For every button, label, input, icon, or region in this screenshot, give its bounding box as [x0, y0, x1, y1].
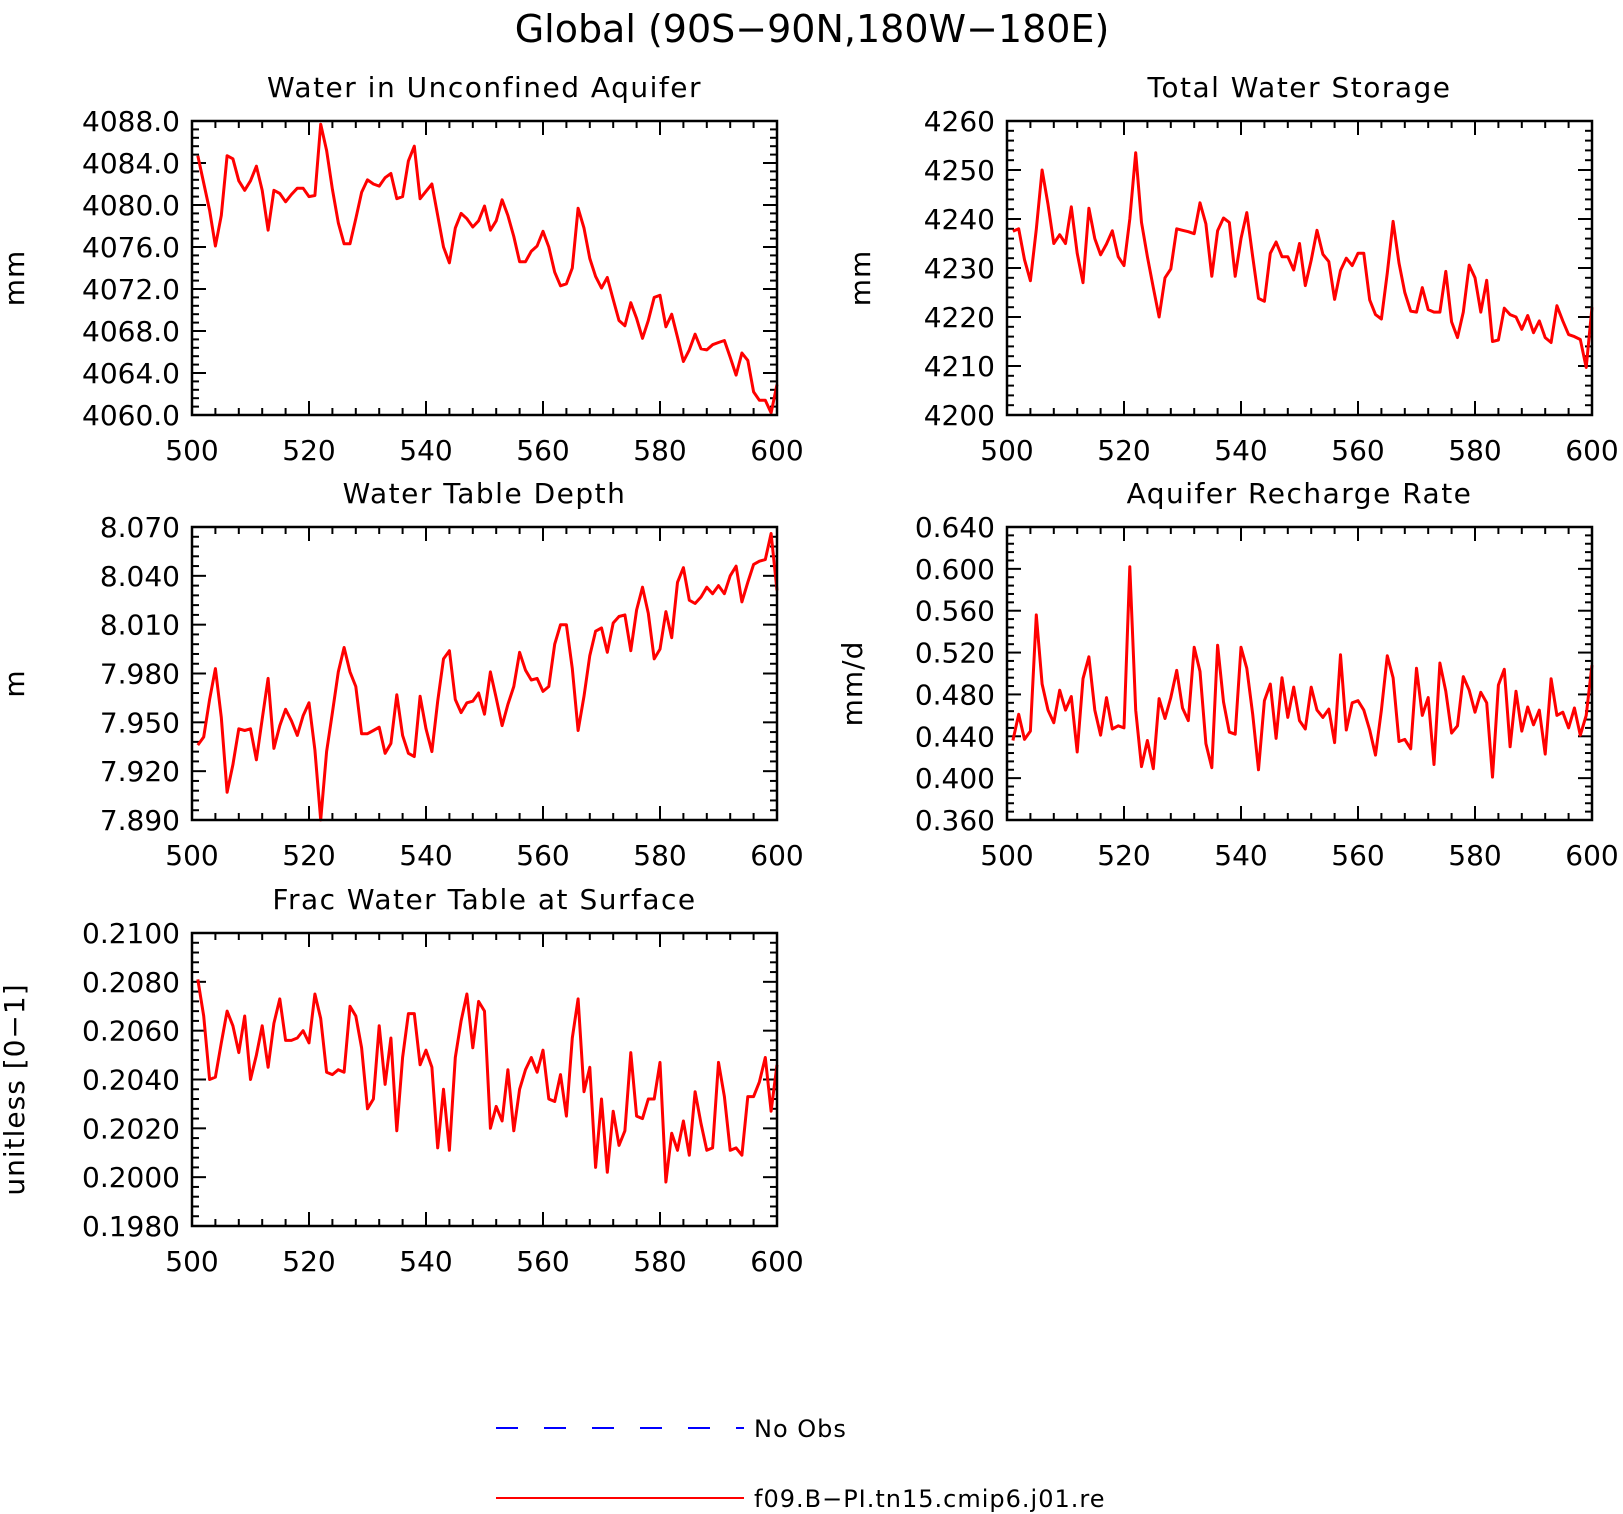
y-tick-label: 0.2040	[82, 1064, 180, 1097]
y-tick-label: 0.2000	[82, 1161, 180, 1194]
y-tick-label: 4068.0	[82, 315, 180, 348]
legend-label-model: f09.B−PI.tn15.cmip6.j01.re	[754, 1485, 1105, 1513]
x-tick-label: 500	[980, 839, 1033, 872]
x-tick-label: 560	[516, 1245, 569, 1278]
y-tick-label: 4088.0	[82, 105, 180, 138]
plot-frame	[190, 931, 779, 1228]
chart-panel-total-water-storage: Total Water Storage mm 500 520 540 560 580 600 4…	[844, 71, 1619, 467]
series-line-aquifer-recharge-rate	[1011, 565, 1594, 779]
y-tick-label: 4072.0	[82, 273, 180, 306]
x-tick-label: 540	[1214, 839, 1267, 872]
x-tick-label: 600	[1565, 434, 1618, 467]
y-tick-label: 4220	[924, 301, 995, 334]
x-tick-label: 560	[516, 434, 569, 467]
chart-panel-frac-water-table: Frac Water Table at Surface unitless [0−1…	[0, 883, 804, 1278]
chart-panel-aquifer-water: Water in Unconfined Aquifer mm 500 520 540 56…	[0, 71, 804, 467]
y-tick-label: 7.920	[100, 755, 180, 788]
y-tick-label: 7.950	[100, 706, 180, 739]
panel-title: Aquifer Recharge Rate	[1127, 477, 1473, 510]
x-tick-label: 500	[165, 1245, 218, 1278]
x-tick-label: 580	[633, 839, 686, 872]
y-tick-label: 0.2080	[82, 966, 180, 999]
y-tick-label: 4080.0	[82, 189, 180, 222]
panel-title: Total Water Storage	[1146, 71, 1451, 104]
y-tick-label: 4200	[924, 399, 995, 432]
x-tick-label: 600	[750, 1245, 803, 1278]
series-line-total-water-storage	[1012, 151, 1594, 369]
series-line-water-in-unconfined-aquifer	[196, 122, 779, 415]
x-tick-label: 600	[750, 839, 803, 872]
chart-panel-aquifer-recharge-rate: Aquifer Recharge Rate mm/d 500 520 540 560 580…	[836, 477, 1619, 872]
x-tick-label: 500	[980, 434, 1033, 467]
y-tick-label: 0.1980	[82, 1210, 180, 1243]
y-tick-label: 4084.0	[82, 147, 180, 180]
x-tick-label: 580	[633, 1245, 686, 1278]
y-axis-label: m	[0, 669, 31, 697]
panel-title: Frac Water Table at Surface	[272, 883, 696, 916]
x-tick-label: 540	[399, 434, 452, 467]
y-tick-label: 4060.0	[82, 399, 180, 432]
x-tick-label: 520	[282, 1245, 335, 1278]
x-tick-label: 580	[1448, 434, 1501, 467]
y-tick-label: 4250	[924, 154, 995, 187]
x-tick-label: 500	[165, 434, 218, 467]
x-tick-label: 520	[282, 434, 335, 467]
y-tick-label: 4240	[924, 203, 995, 236]
y-tick-label: 0.2100	[82, 917, 180, 950]
y-tick-label: 8.040	[100, 560, 180, 593]
y-tick-label: 0.640	[915, 511, 995, 544]
y-tick-label: 0.560	[915, 595, 995, 628]
x-tick-label: 560	[516, 839, 569, 872]
legend: No Obs f09.B−PI.tn15.cmip6.j01.re	[496, 1415, 1105, 1513]
y-tick-label: 0.2060	[82, 1015, 180, 1048]
x-tick-label: 580	[1448, 839, 1501, 872]
y-axis-label: mm/d	[836, 641, 869, 727]
y-tick-label: 0.480	[915, 678, 995, 711]
y-tick-label: 7.890	[100, 804, 180, 837]
x-tick-label: 520	[1097, 434, 1150, 467]
y-tick-label: 8.010	[100, 609, 180, 642]
y-axis-label: unitless [0−1]	[0, 983, 31, 1195]
y-tick-label: 4076.0	[82, 231, 180, 264]
y-tick-label: 4260	[924, 105, 995, 138]
series-line-water-table-depth	[196, 532, 779, 822]
x-tick-label: 560	[1331, 839, 1384, 872]
panel-title: Water in Unconfined Aquifer	[267, 71, 702, 104]
x-tick-label: 520	[282, 839, 335, 872]
plot-frame	[190, 119, 779, 417]
y-tick-label: 0.440	[915, 720, 995, 753]
y-tick-label: 4230	[924, 252, 995, 285]
chart-panel-water-table-depth: Water Table Depth m 500 520 540 560 580 600 7.89…	[0, 477, 804, 872]
y-tick-label: 0.520	[915, 637, 995, 670]
x-tick-label: 500	[165, 839, 218, 872]
x-tick-label: 600	[1565, 839, 1618, 872]
series-line-frac-water-table-at-surface	[196, 979, 779, 1184]
y-tick-label: 0.400	[915, 762, 995, 795]
x-tick-label: 520	[1097, 839, 1150, 872]
x-tick-label: 540	[1214, 434, 1267, 467]
y-axis-label: mm	[844, 250, 877, 307]
x-tick-label: 540	[399, 1245, 452, 1278]
y-tick-label: 0.600	[915, 553, 995, 586]
y-tick-label: 0.360	[915, 804, 995, 837]
y-tick-label: 4210	[924, 350, 995, 383]
plot-frame	[190, 525, 779, 822]
panel-title: Water Table Depth	[343, 477, 627, 510]
y-tick-label: 4064.0	[82, 357, 180, 390]
legend-label-no-obs: No Obs	[754, 1415, 847, 1443]
y-tick-label: 8.070	[100, 511, 180, 544]
x-tick-label: 560	[1331, 434, 1384, 467]
x-tick-label: 580	[633, 434, 686, 467]
x-tick-label: 540	[399, 839, 452, 872]
y-tick-label: 7.980	[100, 658, 180, 691]
x-tick-label: 600	[750, 434, 803, 467]
y-axis-label: mm	[0, 250, 31, 307]
y-tick-label: 0.2020	[82, 1112, 180, 1145]
plot-frame	[1005, 119, 1594, 417]
figure-title: Global (90S−90N,180W−180E)	[515, 7, 1110, 51]
plot-frame	[1005, 525, 1594, 822]
